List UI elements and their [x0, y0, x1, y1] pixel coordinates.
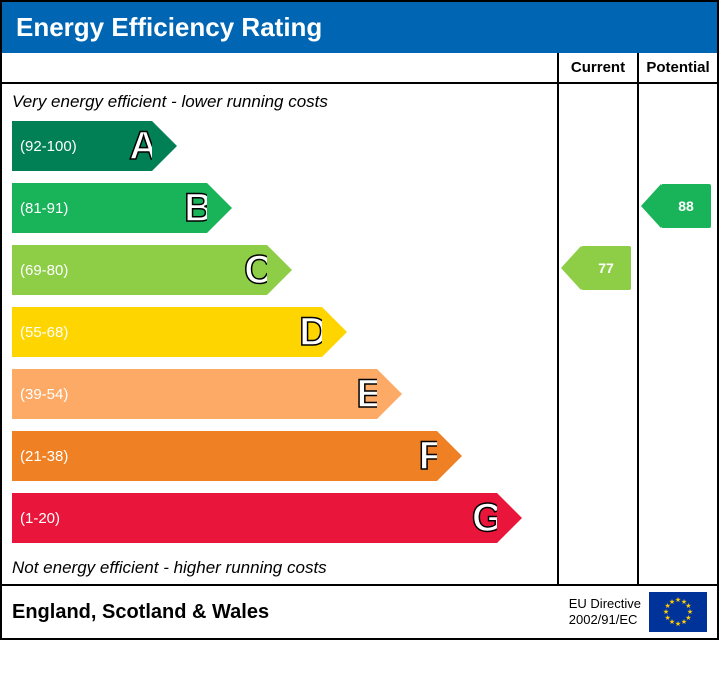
- band-letter: E: [356, 372, 383, 417]
- band-letter: B: [184, 186, 213, 231]
- eu-flag-icon: ★★★★★★★★★★★★: [649, 592, 707, 632]
- band-bar-c: (69-80)C: [12, 245, 267, 295]
- band-letter: C: [244, 248, 273, 293]
- band-range: (81-91): [12, 200, 68, 217]
- band-bar-d: (55-68)D: [12, 307, 322, 357]
- band-range: (55-68): [12, 324, 68, 341]
- header-current: Current: [557, 53, 637, 82]
- band-range: (21-38): [12, 448, 68, 465]
- band-letter: G: [472, 496, 503, 541]
- band-bar-f: (21-38)F: [12, 431, 437, 481]
- bars-area: Very energy efficient - lower running co…: [2, 84, 557, 584]
- header-potential: Potential: [637, 53, 717, 82]
- title-text: Energy Efficiency Rating: [16, 12, 322, 42]
- band-range: (39-54): [12, 386, 68, 403]
- band-row-d: (55-68) D: [2, 304, 557, 360]
- band-letter: A: [129, 124, 158, 169]
- band-row-e: (39-54) E: [2, 366, 557, 422]
- top-note: Very energy efficient - lower running co…: [2, 90, 557, 118]
- band-row-b: (81-91) B: [2, 180, 557, 236]
- potential-rating-arrow: 88: [661, 184, 711, 228]
- bottom-note: Not energy efficient - higher running co…: [2, 552, 557, 580]
- band-row-c: (69-80) C: [2, 242, 557, 298]
- header-spacer: [2, 53, 557, 82]
- title-bar: Energy Efficiency Rating: [2, 2, 717, 53]
- footer-row: England, Scotland & Wales EU Directive 2…: [2, 586, 717, 638]
- band-range: (69-80): [12, 262, 68, 279]
- body-row: Very energy efficient - lower running co…: [2, 84, 717, 586]
- potential-column: 88: [637, 84, 717, 584]
- directive-line2: 2002/91/EC: [569, 612, 641, 628]
- band-row-f: (21-38) F: [2, 428, 557, 484]
- current-rating-arrow: 77: [581, 246, 631, 290]
- eu-star-icon: ★: [675, 620, 681, 628]
- footer-region: England, Scotland & Wales: [12, 601, 569, 624]
- eu-star-icon: ★: [669, 598, 675, 606]
- band-letter: F: [419, 434, 443, 479]
- band-row-a: (92-100) A: [2, 118, 557, 174]
- band-bar-g: (1-20)G: [12, 493, 497, 543]
- band-row-g: (1-20) G: [2, 490, 557, 546]
- header-row: Current Potential: [2, 53, 717, 84]
- band-letter: D: [299, 310, 328, 355]
- band-bar-a: (92-100)A: [12, 121, 152, 171]
- directive-line1: EU Directive: [569, 596, 641, 612]
- band-range: (92-100): [12, 138, 77, 155]
- footer-directive: EU Directive 2002/91/EC: [569, 596, 649, 627]
- band-bar-b: (81-91)B: [12, 183, 207, 233]
- eu-star-icon: ★: [681, 618, 687, 626]
- current-column: 77: [557, 84, 637, 584]
- band-range: (1-20): [12, 510, 60, 527]
- epc-chart: Energy Efficiency Rating Current Potenti…: [0, 0, 719, 640]
- band-bar-e: (39-54)E: [12, 369, 377, 419]
